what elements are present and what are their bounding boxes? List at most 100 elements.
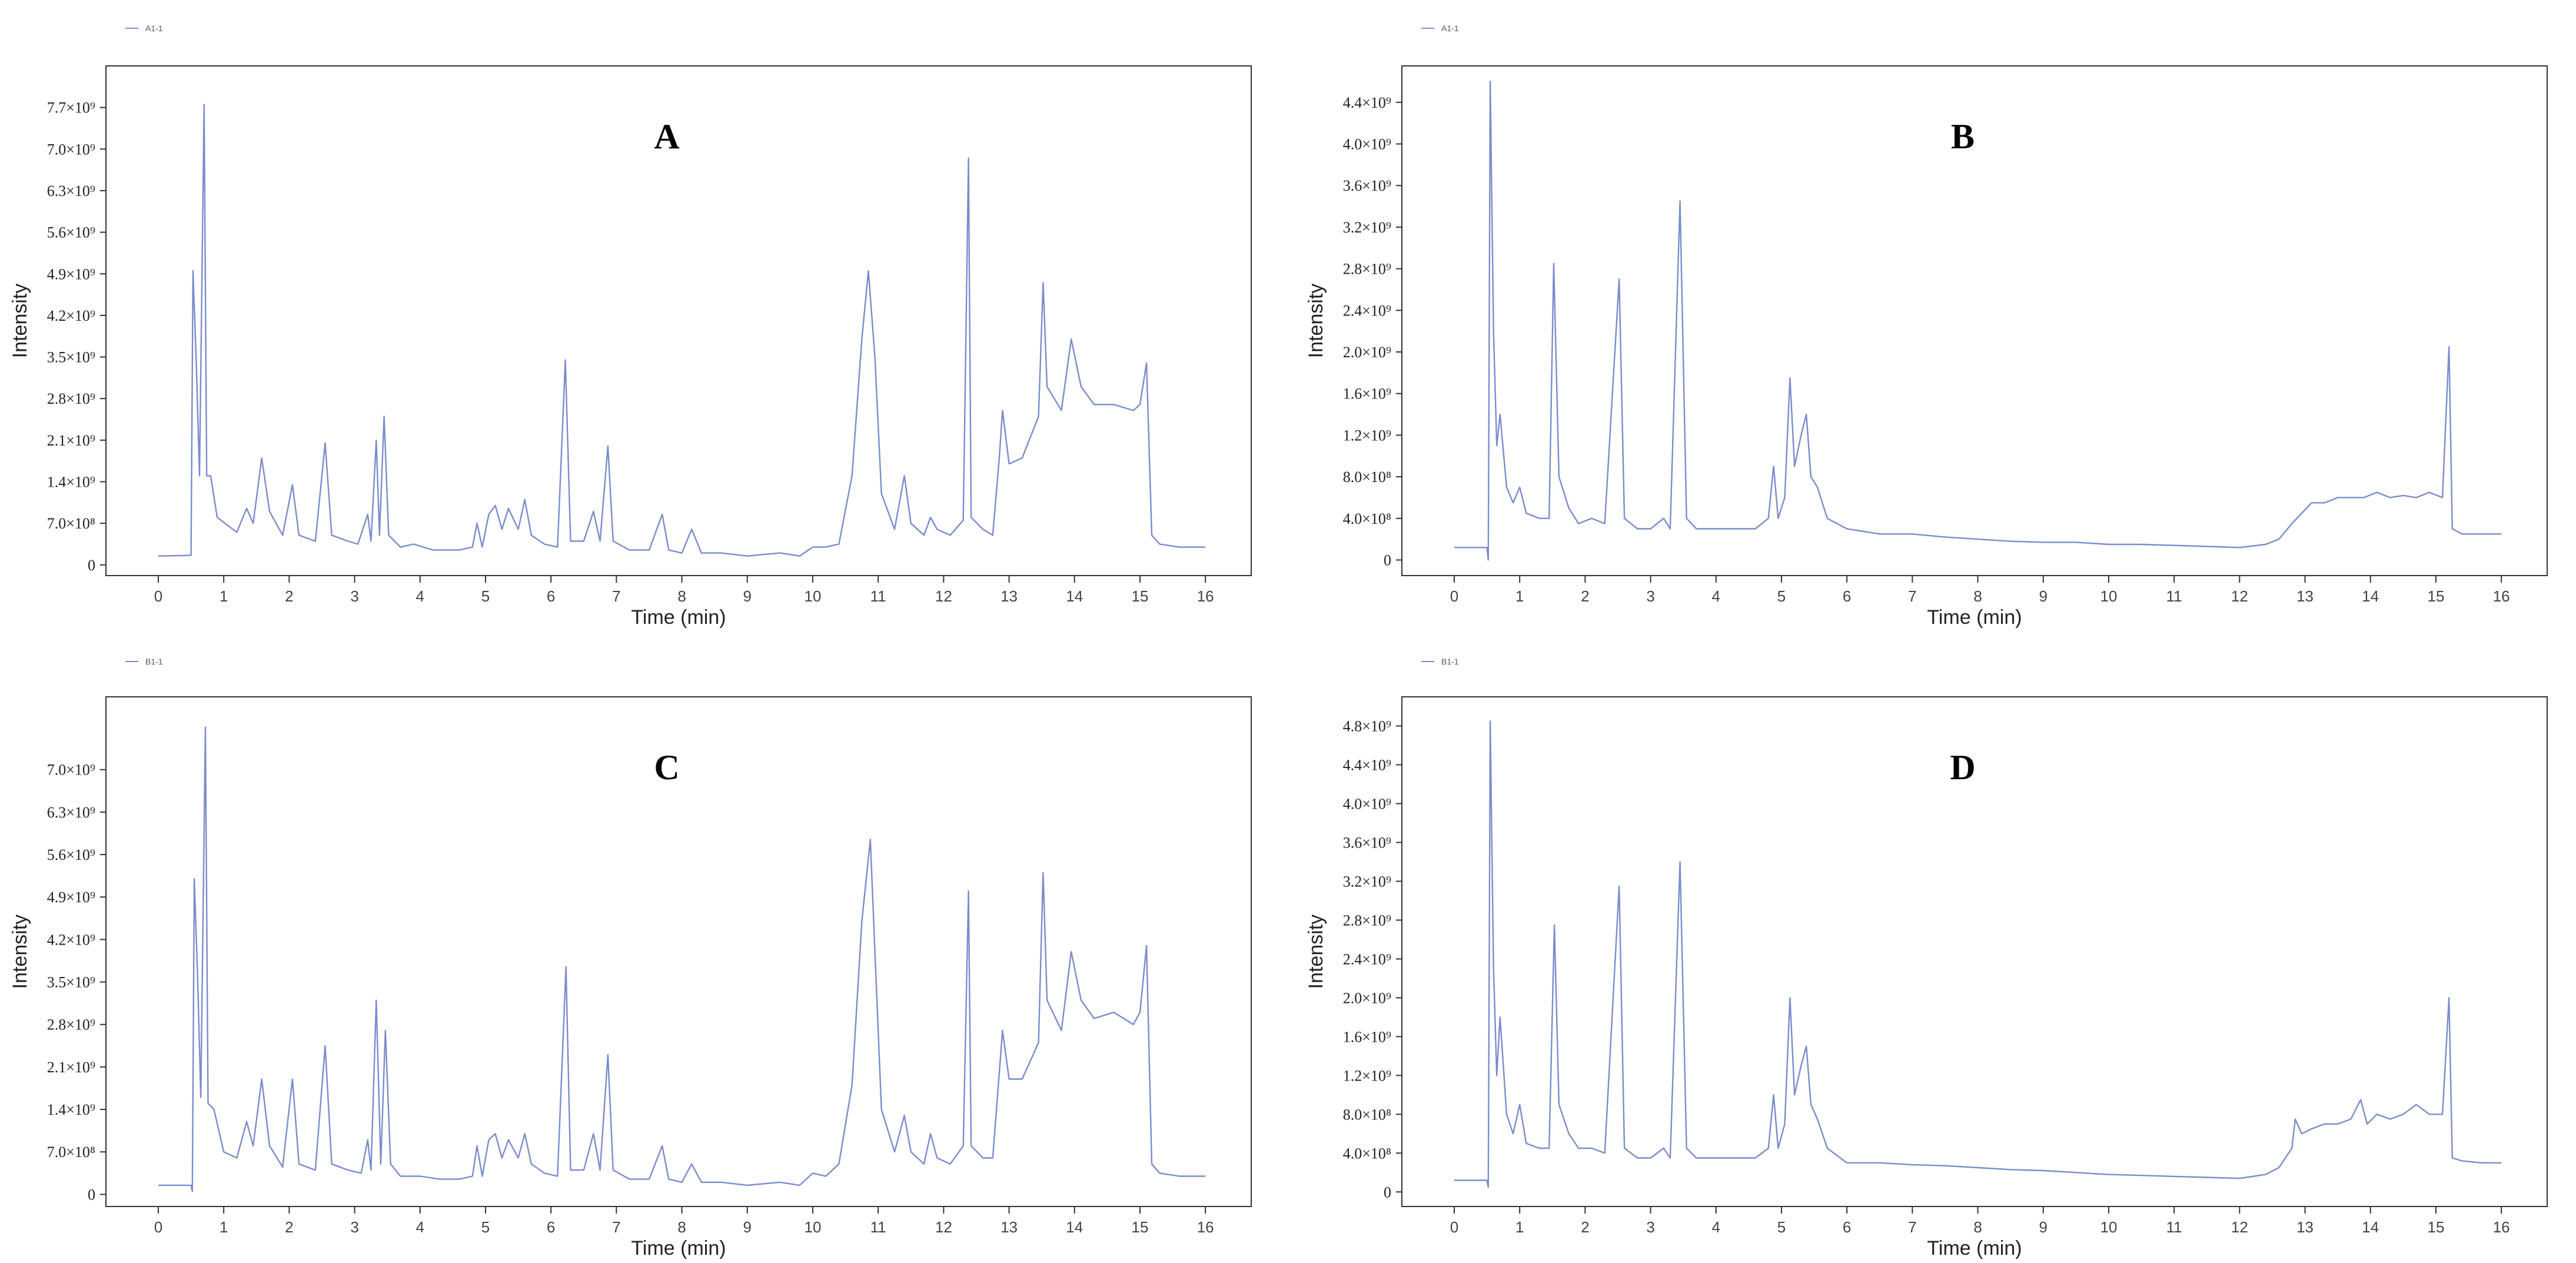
- x-tick-label: 10: [2100, 1218, 2117, 1236]
- plot-frame: [1401, 696, 2548, 1207]
- x-tick-label: 16: [1197, 587, 1214, 605]
- x-tick-label: 4: [416, 1218, 424, 1236]
- y-tick-label: 4.0×10⁸: [1343, 510, 1391, 527]
- y-tick-label: 3.5×10⁹: [47, 349, 95, 366]
- x-tick-label: 13: [2296, 1218, 2314, 1236]
- x-tick-label: 6: [1843, 1218, 1851, 1236]
- y-tick-label: 4.9×10⁹: [47, 889, 95, 906]
- x-tick-label: 16: [2493, 587, 2510, 605]
- y-tick-label: 3.2×10⁹: [1343, 873, 1391, 890]
- y-tick-label: 2.4×10⁹: [1343, 302, 1391, 319]
- y-tick-label: 2.1×10⁹: [47, 1059, 95, 1076]
- legend: A1-1: [1421, 24, 1459, 33]
- x-tick-label: 14: [2362, 1218, 2379, 1236]
- y-axis-title: Intensity: [1305, 915, 1327, 989]
- x-tick-label: 14: [2362, 587, 2379, 605]
- x-axis-title: Time (min): [631, 1237, 726, 1259]
- panel-label: C: [654, 748, 679, 787]
- chart-panel-c: B1-10 1 2 3 4 5 6 7 8 9 10 11 12 13 14 15 1607.0×10⁸1.4×…: [9, 657, 1252, 1259]
- y-tick-label: 7.7×10⁹: [47, 99, 95, 117]
- x-tick-label: 8: [1973, 587, 1982, 605]
- x-tick-label: 12: [2231, 587, 2248, 605]
- x-tick-label: 4: [416, 587, 424, 605]
- x-axis-title: Time (min): [631, 606, 726, 629]
- x-tick-label: 12: [935, 1218, 952, 1236]
- x-tick-label: 11: [870, 1218, 886, 1236]
- panel-label: B: [1951, 117, 1975, 156]
- x-tick-label: 10: [804, 587, 821, 605]
- y-tick-label: 3.2×10⁹: [1343, 219, 1391, 236]
- y-tick-label: 1.6×10⁹: [1343, 385, 1391, 403]
- plot-frame: [105, 696, 1252, 1207]
- x-tick-label: 10: [804, 1218, 821, 1236]
- legend-label: B1-1: [1441, 657, 1459, 666]
- y-tick-label: 3.6×10⁹: [1343, 834, 1391, 851]
- x-tick-label: 6: [547, 587, 555, 605]
- legend-label: A1-1: [145, 24, 163, 33]
- y-tick-label: 2.1×10⁹: [47, 432, 95, 449]
- y-tick-label: 3.6×10⁹: [1343, 177, 1391, 194]
- x-tick-label: 14: [1066, 587, 1083, 605]
- x-tick-label: 10: [2100, 587, 2117, 605]
- x-tick-label: 11: [870, 587, 886, 605]
- x-axis-title: Time (min): [1927, 1237, 2022, 1259]
- x-tick-label: 12: [2231, 1218, 2248, 1236]
- y-tick-label: 1.4×10⁹: [47, 474, 95, 491]
- panel-label: A: [654, 117, 679, 156]
- x-tick-label: 7: [612, 1218, 620, 1236]
- y-tick-label: 0: [1384, 1184, 1391, 1201]
- y-axis-title: Intensity: [9, 915, 31, 989]
- y-tick-label: 2.8×10⁹: [1343, 912, 1391, 929]
- y-tick-label: 4.4×10⁹: [1343, 94, 1391, 111]
- x-tick-label: 16: [2493, 1218, 2510, 1236]
- x-tick-label: 9: [2039, 587, 2047, 605]
- y-tick-label: 4.2×10⁹: [47, 931, 95, 948]
- panel-label: D: [1950, 748, 1975, 787]
- x-tick-label: 6: [1843, 587, 1851, 605]
- y-tick-label: 7.0×10⁸: [47, 515, 95, 532]
- x-tick-label: 15: [1131, 587, 1148, 605]
- x-tick-label: 0: [154, 587, 162, 605]
- y-tick-label: 7.0×10⁹: [47, 141, 95, 158]
- legend: B1-1: [1421, 657, 1459, 666]
- x-tick-label: 15: [2427, 1218, 2444, 1236]
- legend: B1-1: [125, 657, 163, 666]
- y-tick-label: 7.0×10⁹: [47, 762, 95, 779]
- x-tick-label: 3: [350, 1218, 358, 1236]
- series-line-a1-1: [1454, 81, 2502, 561]
- x-tick-label: 3: [1646, 587, 1654, 605]
- x-tick-label: 2: [1581, 1218, 1589, 1236]
- x-tick-label: 13: [1001, 587, 1018, 605]
- y-tick-label: 4.4×10⁹: [1343, 756, 1391, 773]
- y-tick-label: 6.3×10⁹: [47, 804, 95, 821]
- y-tick-label: 4.0×10⁹: [1343, 136, 1391, 153]
- y-tick-label: 4.2×10⁹: [47, 307, 95, 324]
- x-tick-label: 3: [350, 587, 358, 605]
- y-tick-label: 1.2×10⁹: [1343, 1067, 1391, 1084]
- x-tick-label: 0: [154, 1218, 162, 1236]
- y-tick-label: 5.6×10⁹: [47, 846, 95, 863]
- x-tick-label: 4: [1712, 587, 1720, 605]
- x-tick-label: 5: [481, 1218, 490, 1236]
- plot-frame: [105, 65, 1252, 576]
- y-tick-label: 2.4×10⁹: [1343, 950, 1391, 968]
- x-tick-label: 0: [1450, 587, 1458, 605]
- y-tick-label: 8.0×10⁸: [1343, 1106, 1391, 1123]
- x-tick-label: 0: [1450, 1218, 1458, 1236]
- y-tick-label: 1.4×10⁹: [47, 1101, 95, 1118]
- x-tick-label: 16: [1197, 1218, 1214, 1236]
- x-tick-label: 12: [935, 587, 952, 605]
- x-tick-label: 15: [2427, 587, 2444, 605]
- x-tick-label: 6: [547, 1218, 555, 1236]
- y-axis-title: Intensity: [1305, 284, 1327, 358]
- y-tick-label: 2.8×10⁹: [47, 1016, 95, 1033]
- x-tick-label: 9: [743, 587, 752, 605]
- plot-frame: [1401, 65, 2548, 576]
- x-tick-label: 1: [1515, 1218, 1524, 1236]
- x-axis-title: Time (min): [1927, 606, 2022, 629]
- series-line-b1-1: [158, 726, 1206, 1192]
- x-tick-label: 5: [1777, 587, 1786, 605]
- x-tick-label: 13: [1001, 1218, 1018, 1236]
- x-tick-label: 9: [743, 1218, 752, 1236]
- y-tick-label: 2.0×10⁹: [1343, 344, 1391, 361]
